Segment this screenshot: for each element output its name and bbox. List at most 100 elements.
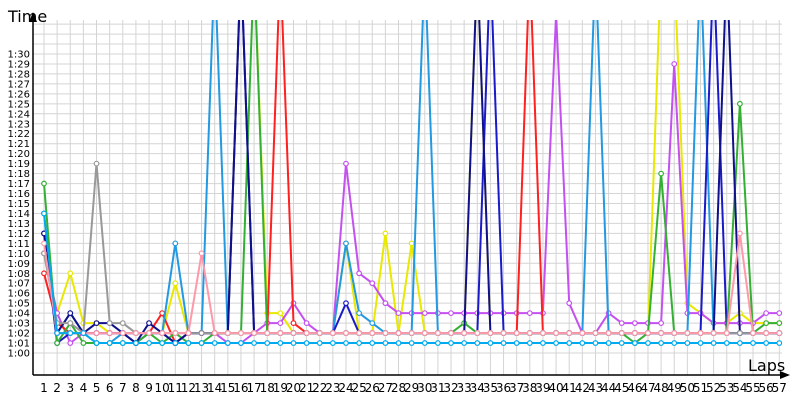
y-tick-label: 1:26	[8, 89, 30, 100]
data-point	[763, 340, 770, 346]
data-point	[41, 180, 47, 187]
data-point	[710, 330, 717, 336]
data-point	[329, 340, 336, 346]
data-point	[159, 340, 166, 346]
data-point	[67, 340, 74, 346]
data-point	[316, 330, 323, 336]
data-point	[93, 340, 100, 346]
x-axis-arrow-icon	[780, 371, 790, 379]
data-point	[474, 340, 481, 346]
data-point	[119, 340, 126, 346]
x-axis-title: Laps	[748, 356, 785, 375]
data-point	[80, 340, 87, 346]
x-tick-label: 21	[299, 381, 314, 395]
data-point	[487, 330, 494, 336]
x-tick-label: 30	[417, 381, 432, 395]
data-point	[697, 330, 704, 336]
data-point	[554, 12, 559, 17]
series-10	[41, 210, 783, 346]
data-point	[723, 340, 730, 346]
x-tick-label: 19	[273, 381, 288, 395]
data-point	[579, 340, 586, 346]
data-point	[553, 340, 559, 346]
data-point	[251, 340, 257, 346]
x-tick-label: 12	[181, 381, 196, 395]
data-point	[435, 340, 441, 346]
data-point	[277, 340, 284, 346]
y-tick-label: 1:16	[8, 189, 30, 200]
data-point	[500, 330, 507, 336]
data-point	[566, 340, 573, 346]
data-point	[750, 340, 756, 346]
x-tick-label: 40	[548, 381, 563, 395]
data-point	[395, 340, 402, 346]
data-point	[185, 330, 192, 336]
data-point	[592, 330, 599, 336]
series-9	[41, 230, 783, 336]
data-point	[736, 100, 743, 107]
data-point	[93, 320, 100, 327]
y-tick-label: 1:22	[8, 129, 30, 140]
data-point	[658, 320, 665, 327]
y-tick-label: 1:23	[8, 119, 30, 130]
data-point	[618, 330, 625, 336]
x-tick-label: 5	[93, 381, 101, 395]
x-tick-label: 22	[312, 381, 327, 395]
data-point	[395, 310, 402, 317]
data-point	[645, 330, 651, 336]
y-tick-label: 1:03	[8, 319, 30, 330]
data-point	[435, 330, 441, 336]
x-tick-label: 24	[338, 381, 353, 395]
y-tick-label: 1:06	[8, 289, 30, 300]
x-tick-label: 37	[509, 381, 524, 395]
y-tick-label: 1:13	[8, 219, 30, 230]
data-point	[461, 330, 468, 336]
data-point	[369, 340, 376, 346]
data-point	[369, 280, 376, 287]
data-point	[67, 270, 74, 277]
x-tick-label: 6	[106, 381, 114, 395]
data-point	[553, 330, 559, 336]
data-point	[618, 340, 625, 346]
data-point	[106, 320, 113, 327]
data-point	[513, 330, 520, 336]
data-point	[343, 330, 349, 336]
data-point	[277, 320, 284, 327]
data-point	[631, 340, 638, 346]
data-point	[776, 340, 783, 346]
data-point	[211, 330, 218, 336]
data-point	[566, 330, 573, 336]
data-point	[448, 340, 454, 346]
data-point	[671, 330, 678, 336]
data-point	[421, 340, 428, 346]
x-tick-label: 47	[640, 381, 655, 395]
data-point	[382, 340, 389, 346]
y-tick-label: 1:24	[8, 109, 30, 120]
data-point	[198, 330, 205, 336]
x-tick-label: 56	[759, 381, 774, 395]
x-tick-label: 2	[53, 381, 61, 395]
data-point	[448, 330, 454, 336]
x-tick-label: 3	[66, 381, 74, 395]
data-point	[592, 340, 599, 346]
x-tick-label: 45	[614, 381, 629, 395]
data-point	[238, 330, 244, 336]
data-point	[93, 160, 100, 167]
x-tick-label: 7	[119, 381, 127, 395]
x-tick-label: 43	[588, 381, 603, 395]
data-point	[421, 310, 428, 317]
data-point	[356, 330, 363, 336]
x-tick-label: 49	[667, 381, 682, 395]
data-point	[343, 160, 349, 167]
data-point	[238, 340, 244, 346]
data-point	[172, 340, 179, 346]
data-point	[408, 330, 415, 336]
data-point	[224, 330, 231, 336]
data-point	[763, 320, 770, 327]
data-point	[671, 340, 678, 346]
data-point	[382, 330, 389, 336]
data-point	[198, 250, 205, 257]
y-tick-label: 1:20	[8, 149, 30, 160]
x-tick-label: 18	[260, 381, 275, 395]
data-point	[277, 330, 284, 336]
